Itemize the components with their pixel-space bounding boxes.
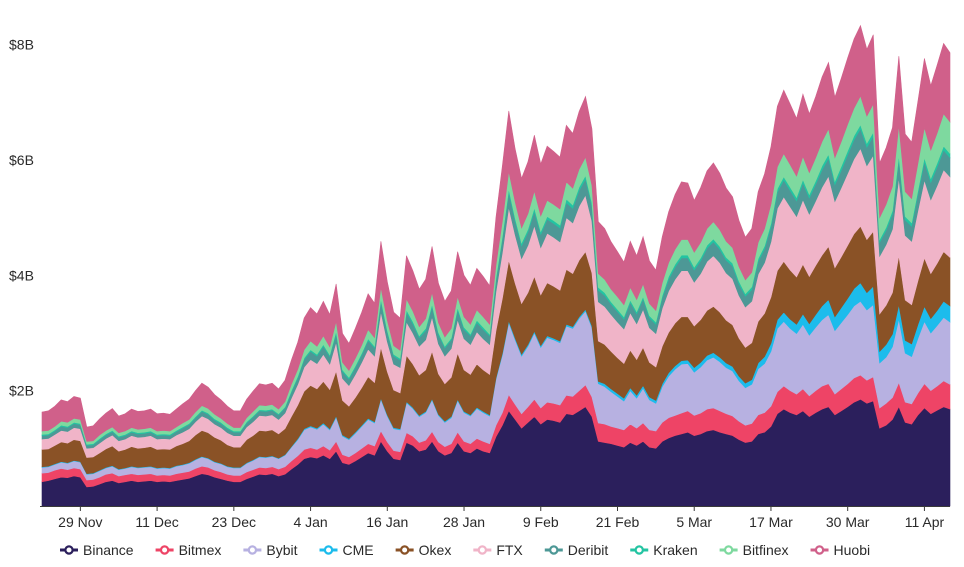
x-tick-label: 29 Nov	[58, 514, 102, 530]
legend-item-okex[interactable]: Okex	[395, 542, 452, 558]
legend-swatch-marker	[477, 545, 488, 555]
legend-swatch-marker	[814, 545, 825, 555]
legend-label: FTX	[496, 542, 523, 558]
legend-swatch-marker	[64, 545, 74, 555]
legend-label: Huobi	[834, 542, 871, 558]
legend-item-deribit[interactable]: Deribit	[544, 542, 609, 558]
legend-label: Deribit	[568, 542, 609, 558]
legend-label: Bitfinex	[743, 542, 789, 558]
x-tick-label: 28 Jan	[443, 514, 485, 530]
area-series-group	[41, 24, 951, 507]
legend-label: Kraken	[653, 542, 697, 558]
x-tick-label: 9 Feb	[523, 514, 559, 530]
legend-label: Binance	[83, 542, 134, 558]
x-axis-ticks: 29 Nov 11 Dec 23 Dec 4 Jan 16 Jan 28 Jan 9 Feb…	[58, 506, 945, 530]
x-tick-label: 23 Dec	[212, 514, 256, 530]
x-tick-label: 11 Apr	[905, 514, 945, 530]
legend-swatch-marker	[634, 545, 644, 555]
x-tick-label: 11 Dec	[135, 514, 178, 530]
legend-item-cme[interactable]: CME	[319, 542, 374, 558]
legend-item-bitfinex[interactable]: Bitfinex	[719, 542, 789, 558]
area-huobi[interactable]	[41, 24, 951, 442]
x-tick-label: 16 Jan	[366, 514, 408, 530]
legend-swatch-marker	[159, 545, 170, 555]
legend-item-ftx[interactable]: FTX	[473, 542, 523, 558]
legend-item-bybit[interactable]: Bybit	[243, 542, 298, 558]
legend-swatch-marker	[247, 545, 258, 555]
x-tick-label: 4 Jan	[293, 514, 327, 530]
x-tick-label: 5 Mar	[676, 514, 712, 530]
legend-item-bitmex[interactable]: Bitmex	[155, 542, 222, 558]
y-tick-label: $8B	[9, 37, 34, 53]
legend-swatch-marker	[723, 545, 734, 555]
legend-swatch-marker	[399, 545, 410, 555]
y-axis-ticks: $2B $4B $6B $8B	[9, 37, 34, 399]
x-tick-label: 21 Feb	[596, 514, 640, 530]
y-tick-label: $2B	[9, 383, 34, 399]
legend-label: Bybit	[266, 542, 297, 558]
legend-item-kraken[interactable]: Kraken	[630, 542, 698, 558]
legend-swatch-marker	[549, 545, 559, 555]
legend-label: CME	[343, 542, 374, 558]
legend-item-huobi[interactable]: Huobi	[810, 542, 871, 558]
legend-item-binance[interactable]: Binance	[60, 542, 134, 558]
x-tick-label: 30 Mar	[826, 514, 870, 530]
legend[interactable]: Binance Bitmex Bybit CME Okex FTX Deribit Krake…	[60, 542, 870, 558]
y-tick-label: $6B	[9, 152, 34, 168]
y-tick-label: $4B	[9, 267, 34, 283]
legend-label: Bitmex	[179, 542, 222, 558]
legend-swatch-marker	[323, 545, 334, 555]
x-tick-label: 17 Mar	[749, 514, 793, 530]
legend-label: Okex	[419, 542, 452, 558]
